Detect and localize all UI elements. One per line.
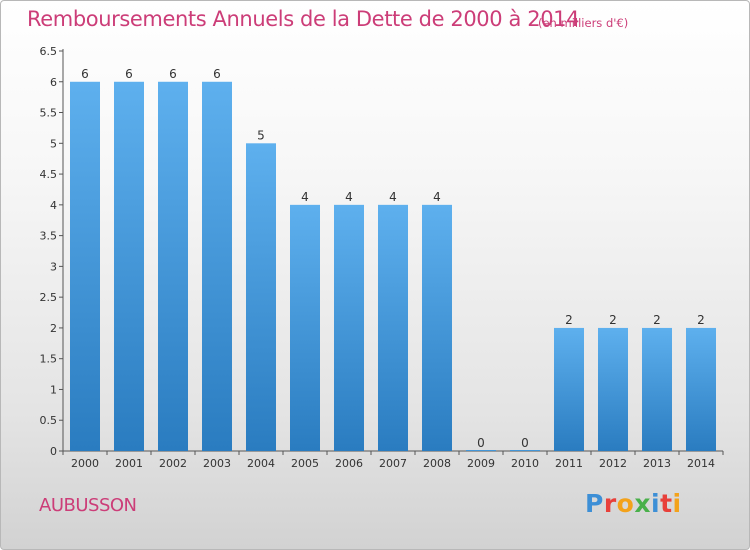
logo-letter: x (634, 489, 651, 518)
bar (598, 327, 628, 451)
data-label: 4 (345, 190, 353, 204)
y-tick-label: 6.5 (40, 45, 58, 58)
data-label: 2 (653, 313, 661, 327)
data-label: 6 (125, 67, 133, 81)
data-label: 2 (609, 313, 617, 327)
data-label: 6 (169, 67, 177, 81)
data-label: 4 (433, 190, 441, 204)
data-label: 4 (301, 190, 309, 204)
x-tick-label: 2004 (247, 457, 275, 470)
logo-letter: o (616, 489, 635, 518)
data-label: 6 (213, 67, 221, 81)
y-tick-label: 6 (50, 76, 57, 89)
y-tick-label: 4.5 (40, 168, 58, 181)
y-tick-label: 3 (50, 260, 57, 273)
bar (158, 81, 188, 452)
data-label: 6 (81, 67, 89, 81)
x-tick-label: 2005 (291, 457, 319, 470)
data-label: 5 (257, 128, 265, 142)
y-tick-label: 3.5 (40, 230, 58, 243)
y-tick-label: 1 (50, 383, 57, 396)
data-label: 0 (521, 436, 529, 450)
bar (290, 204, 320, 451)
y-tick-label: 2 (50, 322, 57, 335)
bar (686, 327, 716, 451)
bar (466, 450, 496, 451)
x-tick-label: 2011 (555, 457, 583, 470)
data-label: 4 (389, 190, 397, 204)
proxiti-logo: Proxiti (585, 489, 682, 518)
bar (422, 204, 452, 451)
bar (378, 204, 408, 451)
logo-letter: t (660, 489, 673, 518)
x-tick-label: 2000 (71, 457, 99, 470)
data-label: 2 (697, 313, 705, 327)
x-tick-label: 2003 (203, 457, 231, 470)
x-tick-label: 2007 (379, 457, 407, 470)
bar (510, 450, 540, 451)
commune-name: AUBUSSON (39, 495, 137, 516)
x-tick-label: 2014 (687, 457, 715, 470)
x-tick-label: 2013 (643, 457, 671, 470)
x-tick-label: 2009 (467, 457, 495, 470)
y-tick-label: 2.5 (40, 291, 58, 304)
y-tick-label: 5 (50, 137, 57, 150)
bar (202, 81, 232, 452)
logo-letter: i (672, 489, 682, 518)
x-tick-label: 2012 (599, 457, 627, 470)
bar (334, 204, 364, 451)
logo-letter: P (585, 489, 604, 518)
x-tick-label: 2008 (423, 457, 451, 470)
x-tick-label: 2001 (115, 457, 143, 470)
bar (642, 327, 672, 451)
bar (114, 81, 144, 452)
data-label: 2 (565, 313, 573, 327)
y-tick-label: 0 (50, 445, 57, 458)
y-tick-label: 5.5 (40, 107, 58, 120)
x-tick-label: 2006 (335, 457, 363, 470)
y-tick-label: 0.5 (40, 414, 58, 427)
bar (70, 81, 100, 452)
x-tick-label: 2010 (511, 457, 539, 470)
logo-letter: i (651, 489, 661, 518)
y-tick-label: 1.5 (40, 353, 58, 366)
unit-note: (en milliers d'€) (538, 16, 629, 30)
data-label: 0 (477, 436, 485, 450)
bar (554, 327, 584, 451)
x-tick-label: 2002 (159, 457, 187, 470)
logo-letter: r (603, 489, 617, 518)
bar (246, 143, 276, 452)
chart-title: Remboursements Annuels de la Dette de 20… (27, 7, 580, 31)
y-tick-label: 4 (50, 199, 57, 212)
